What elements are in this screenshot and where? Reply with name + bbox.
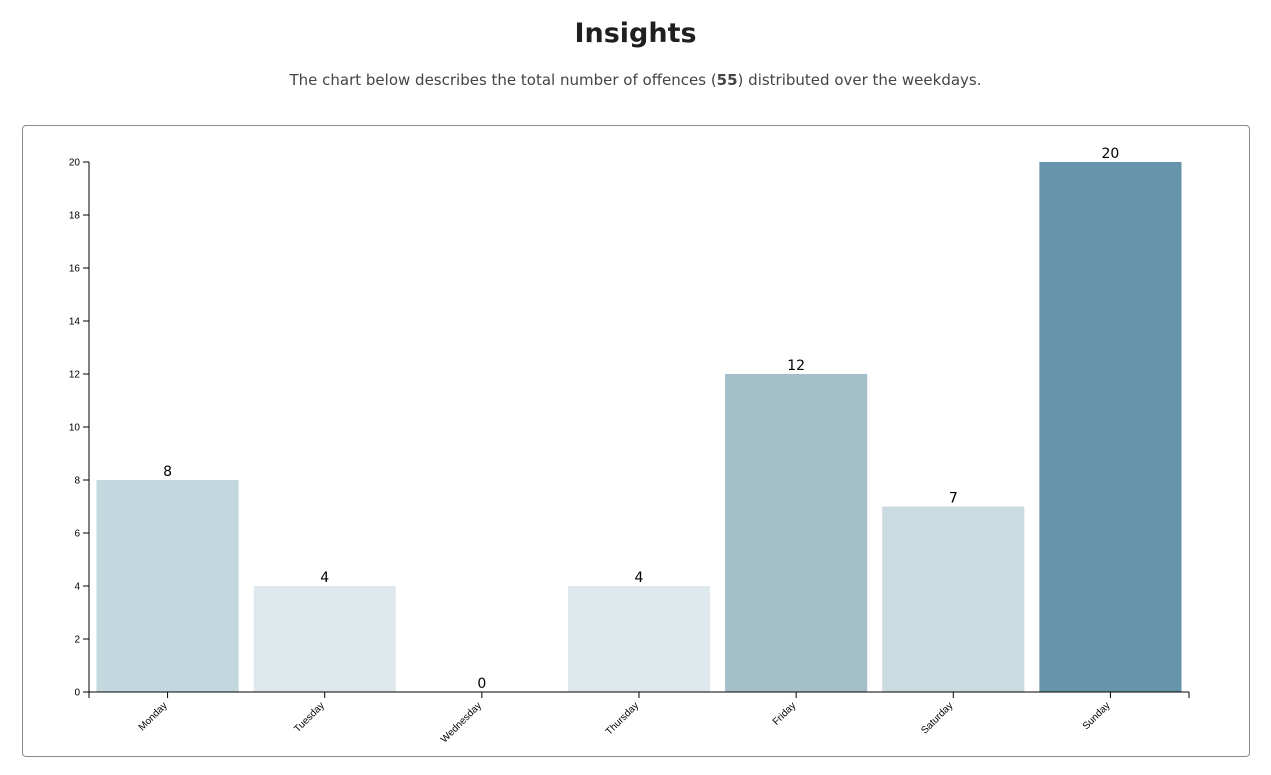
y-tick-label: 18 <box>69 211 81 222</box>
y-tick-label: 20 <box>69 158 81 169</box>
total-offences-count: 55 <box>716 71 738 89</box>
data-label-sunday: 20 <box>1102 146 1120 162</box>
y-tick-label: 14 <box>69 317 81 328</box>
y-tick-label: 6 <box>74 529 80 540</box>
data-label-wednesday: 0 <box>477 676 486 692</box>
y-tick-label: 10 <box>69 423 81 434</box>
x-tick-label-monday: Monday <box>137 700 170 733</box>
x-tick-label-saturday: Saturday <box>919 700 955 736</box>
page-subtitle: The chart below describes the total numb… <box>0 71 1271 89</box>
bar-tuesday <box>253 586 396 692</box>
y-tick-label: 8 <box>74 476 80 487</box>
x-tick-label-sunday: Sunday <box>1081 700 1113 732</box>
data-label-tuesday: 4 <box>320 570 329 586</box>
data-label-friday: 12 <box>787 358 805 374</box>
y-tick-label: 0 <box>74 688 80 699</box>
data-label-thursday: 4 <box>635 570 644 586</box>
y-tick-label: 2 <box>74 635 80 646</box>
bar-monday <box>96 480 239 692</box>
page-title: Insights <box>574 18 697 49</box>
y-tick-label: 4 <box>74 582 80 593</box>
bar-saturday <box>882 506 1025 692</box>
subtitle-prefix: The chart below describes the total numb… <box>289 71 717 89</box>
x-tick-label-thursday: Thursday <box>604 700 641 737</box>
bar-thursday <box>567 586 711 692</box>
bar-sunday <box>1039 162 1182 692</box>
y-tick-label: 16 <box>69 264 81 275</box>
x-tick-label-friday: Friday <box>771 700 798 727</box>
data-label-saturday: 7 <box>949 491 958 507</box>
subtitle-suffix: ) distributed over the weekdays. <box>737 71 982 89</box>
y-tick-label: 12 <box>69 370 81 381</box>
data-label-monday: 8 <box>163 464 172 480</box>
bar-friday <box>725 374 868 692</box>
x-tick-label-tuesday: Tuesday <box>292 700 327 735</box>
x-tick-label-wednesday: Wednesday <box>439 700 484 745</box>
